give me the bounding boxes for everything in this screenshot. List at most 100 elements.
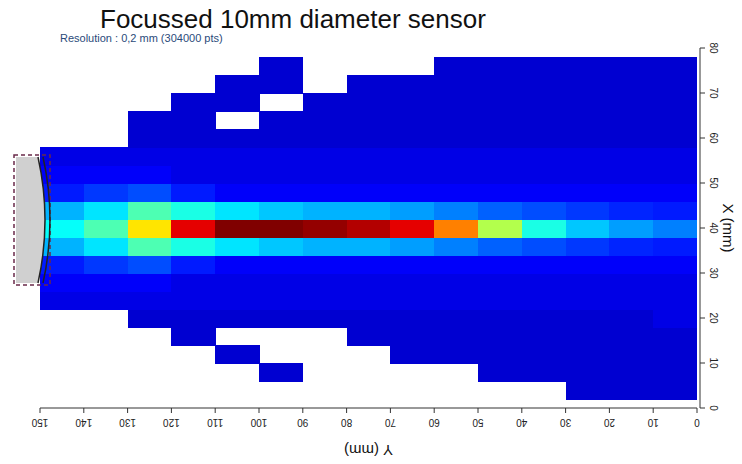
heat-cell xyxy=(259,255,303,274)
heat-cell xyxy=(478,57,522,76)
heat-cell xyxy=(215,291,259,310)
y-tick xyxy=(700,318,705,319)
subtitle: Resolution : 0,2 mm (304000 pts) xyxy=(60,32,223,44)
heat-cell xyxy=(653,237,697,256)
heat-cell xyxy=(653,57,697,76)
heat-cell xyxy=(434,147,478,166)
heat-cell xyxy=(171,201,215,220)
heat-cell xyxy=(434,93,478,112)
heat-cell xyxy=(390,183,434,202)
heat-cell xyxy=(434,255,478,274)
heat-cell xyxy=(653,273,697,292)
heat-cell xyxy=(522,273,566,292)
heat-cell xyxy=(347,237,391,256)
heat-cell xyxy=(303,111,347,130)
heat-cell xyxy=(128,111,172,130)
heat-cell xyxy=(478,237,522,256)
heat-cell xyxy=(609,327,653,346)
heat-cell xyxy=(215,93,259,112)
heat-cell xyxy=(434,183,478,202)
heat-cell xyxy=(171,309,215,328)
y-tick-label: 40 xyxy=(708,222,719,234)
x-tick-label: 130 xyxy=(119,417,136,428)
x-tick-label: 100 xyxy=(250,417,267,428)
heat-cell xyxy=(40,273,84,292)
heat-cell xyxy=(390,237,434,256)
heat-cell xyxy=(609,291,653,310)
heat-cell xyxy=(478,75,522,94)
x-tick-label: 140 xyxy=(75,417,92,428)
heat-cell xyxy=(478,255,522,274)
heat-cell xyxy=(434,291,478,310)
heat-cell xyxy=(40,219,84,238)
heat-cell xyxy=(522,363,566,382)
heat-cell xyxy=(259,147,303,166)
heat-cell xyxy=(566,183,610,202)
heat-cell xyxy=(259,57,303,76)
x-tick xyxy=(697,408,698,413)
heat-cell xyxy=(215,219,259,238)
heat-cell xyxy=(171,129,215,148)
heat-cell xyxy=(303,201,347,220)
x-tick xyxy=(478,408,479,413)
y-tick-label: 20 xyxy=(708,312,719,324)
heat-cell xyxy=(609,237,653,256)
heat-cell xyxy=(653,147,697,166)
x-tick xyxy=(521,408,522,413)
heat-cell xyxy=(478,219,522,238)
heat-cell xyxy=(215,237,259,256)
x-tick-label: 20 xyxy=(603,417,615,428)
heat-cell xyxy=(522,201,566,220)
heat-cell xyxy=(478,165,522,184)
heat-cell xyxy=(390,147,434,166)
heat-cell xyxy=(609,255,653,274)
heat-cell xyxy=(128,273,172,292)
heat-cell xyxy=(128,201,172,220)
heat-cell xyxy=(303,291,347,310)
y-tick-label: 0 xyxy=(708,405,719,411)
heat-cell xyxy=(347,273,391,292)
heat-cell xyxy=(390,273,434,292)
heat-cell xyxy=(215,75,259,94)
y-tick xyxy=(700,273,705,274)
heat-cell xyxy=(171,327,215,346)
heat-cell xyxy=(566,309,610,328)
heat-cell xyxy=(259,219,303,238)
heat-cell xyxy=(171,255,215,274)
x-tick xyxy=(302,408,303,413)
heat-cell xyxy=(40,183,84,202)
x-tick-label: 150 xyxy=(31,417,48,428)
heat-cell xyxy=(609,201,653,220)
heat-cell xyxy=(128,165,172,184)
heat-cell xyxy=(259,111,303,130)
heat-cell xyxy=(171,165,215,184)
heat-cell xyxy=(171,273,215,292)
heat-cell xyxy=(215,129,259,148)
heat-cell xyxy=(609,309,653,328)
heat-cell xyxy=(434,57,478,76)
heat-cell xyxy=(478,291,522,310)
heat-cell xyxy=(390,111,434,130)
heat-cell xyxy=(390,327,434,346)
heat-cell xyxy=(609,183,653,202)
heat-cell xyxy=(303,273,347,292)
heat-cell xyxy=(347,183,391,202)
y-tick xyxy=(700,138,705,139)
heat-cell xyxy=(522,57,566,76)
heat-cell xyxy=(434,111,478,130)
heat-cell xyxy=(609,129,653,148)
heat-cell xyxy=(434,201,478,220)
heat-cell xyxy=(566,147,610,166)
y-tick xyxy=(700,183,705,184)
heat-cell xyxy=(522,93,566,112)
heat-cell xyxy=(522,327,566,346)
heat-cell xyxy=(347,147,391,166)
heat-cell xyxy=(609,165,653,184)
heat-cell xyxy=(259,309,303,328)
heat-cell xyxy=(303,165,347,184)
heat-cell xyxy=(522,345,566,364)
x-tick xyxy=(127,408,128,413)
heat-cell xyxy=(347,255,391,274)
heat-cell xyxy=(522,309,566,328)
heat-cell xyxy=(390,93,434,112)
